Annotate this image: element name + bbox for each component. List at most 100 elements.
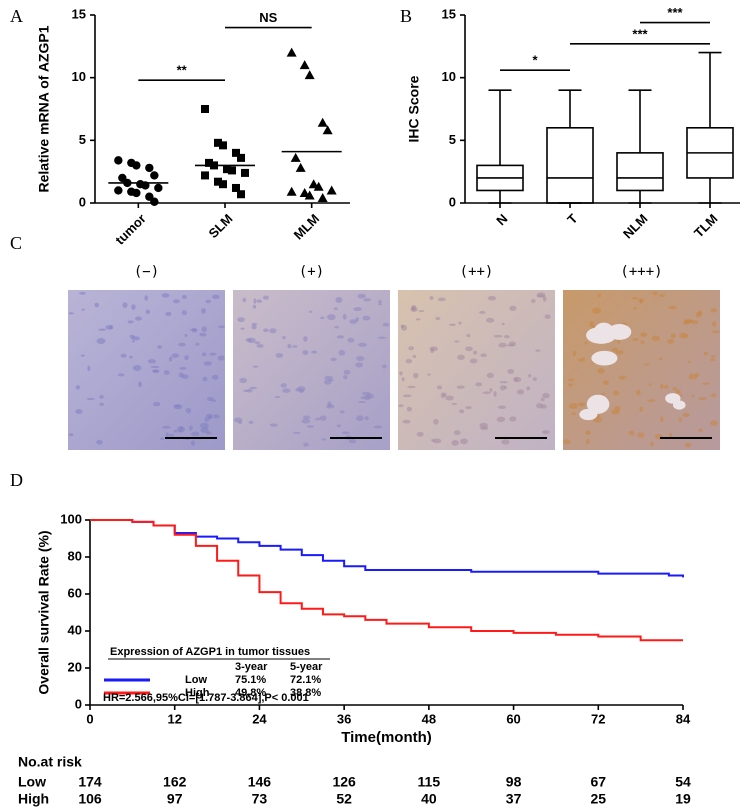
cell	[190, 440, 195, 446]
cell	[535, 349, 541, 352]
cell	[628, 430, 635, 436]
cell	[453, 430, 461, 436]
cell	[501, 439, 510, 445]
cell	[96, 338, 106, 344]
risk-count: 73	[252, 791, 268, 807]
cell	[516, 389, 525, 395]
legend-rate: 38.8%	[290, 687, 321, 699]
cell	[144, 295, 149, 301]
x-tick-label: 12	[167, 711, 181, 726]
cell	[122, 302, 128, 308]
cell	[617, 339, 621, 344]
cell	[249, 386, 258, 390]
cell	[147, 359, 157, 364]
x-tick-label: TLM	[691, 211, 720, 240]
cell	[362, 315, 371, 321]
cell	[416, 431, 424, 437]
cell	[202, 376, 208, 382]
cell	[199, 422, 209, 429]
cell	[465, 406, 472, 410]
cell	[81, 308, 85, 311]
ihc-background	[398, 290, 555, 450]
cell	[87, 365, 91, 372]
risk-count: 54	[675, 774, 691, 790]
cell	[165, 311, 172, 316]
cell	[415, 318, 421, 321]
cell	[168, 356, 173, 362]
cell	[501, 322, 505, 326]
cell	[593, 417, 602, 423]
cell	[499, 381, 508, 384]
cell	[650, 441, 654, 447]
cell	[445, 395, 454, 401]
x-tick-label: 48	[422, 711, 436, 726]
cell	[263, 328, 269, 333]
risk-count: 162	[163, 774, 187, 790]
risk-count: 19	[675, 791, 691, 807]
x-tick-label: NLM	[620, 211, 651, 242]
cell	[678, 417, 682, 422]
cell	[68, 312, 74, 315]
x-tick-label: N	[493, 211, 510, 228]
cell	[544, 314, 551, 319]
data-point	[317, 117, 328, 127]
y-tick-label: 0	[79, 194, 86, 209]
risk-count: 40	[421, 791, 437, 807]
y-tick-label: 5	[79, 132, 86, 147]
cell	[648, 383, 652, 386]
data-point	[322, 125, 333, 135]
cell	[709, 358, 716, 362]
cell	[568, 383, 573, 387]
data-point	[299, 60, 310, 70]
cell	[181, 374, 189, 379]
risk-count: 52	[336, 791, 352, 807]
cell	[302, 349, 309, 355]
cell	[320, 316, 325, 320]
cell	[636, 389, 641, 396]
cell	[406, 406, 412, 412]
cell	[330, 357, 337, 362]
cell	[274, 396, 281, 399]
data-point	[150, 197, 159, 206]
cell	[585, 430, 591, 435]
cell	[508, 341, 516, 347]
cell	[163, 370, 170, 375]
cell	[485, 317, 495, 323]
significance-label: ***	[632, 26, 648, 41]
cell	[211, 374, 219, 380]
cell	[640, 340, 645, 344]
cell	[80, 354, 85, 357]
cell	[321, 438, 327, 441]
ihc-grade: (++)	[460, 264, 494, 280]
cell	[398, 404, 404, 408]
cell	[427, 373, 431, 376]
cell	[710, 308, 718, 313]
cell	[710, 393, 717, 398]
cell	[86, 397, 95, 401]
legend-title: Expression of AZGP1 in tumor tissues	[110, 646, 310, 658]
cell	[459, 409, 465, 414]
cell	[99, 395, 104, 399]
cell	[652, 291, 658, 296]
lumen	[672, 400, 686, 410]
cell	[292, 345, 298, 348]
cell	[632, 337, 639, 342]
ihc-image	[233, 290, 390, 450]
cell	[703, 351, 708, 356]
legend-label: High	[185, 687, 210, 699]
cell	[364, 416, 369, 421]
cell	[401, 324, 407, 331]
cell	[132, 365, 142, 371]
cell	[612, 390, 620, 396]
y-tick-label: 10	[72, 69, 86, 84]
cell	[247, 388, 253, 393]
cell	[153, 401, 161, 407]
cell	[373, 425, 383, 429]
cell	[173, 404, 181, 408]
cell	[282, 335, 286, 340]
x-tick-label: MLM	[291, 211, 323, 243]
data-point	[154, 183, 163, 193]
cell	[499, 385, 506, 391]
cell	[412, 354, 417, 359]
cell	[269, 423, 278, 427]
